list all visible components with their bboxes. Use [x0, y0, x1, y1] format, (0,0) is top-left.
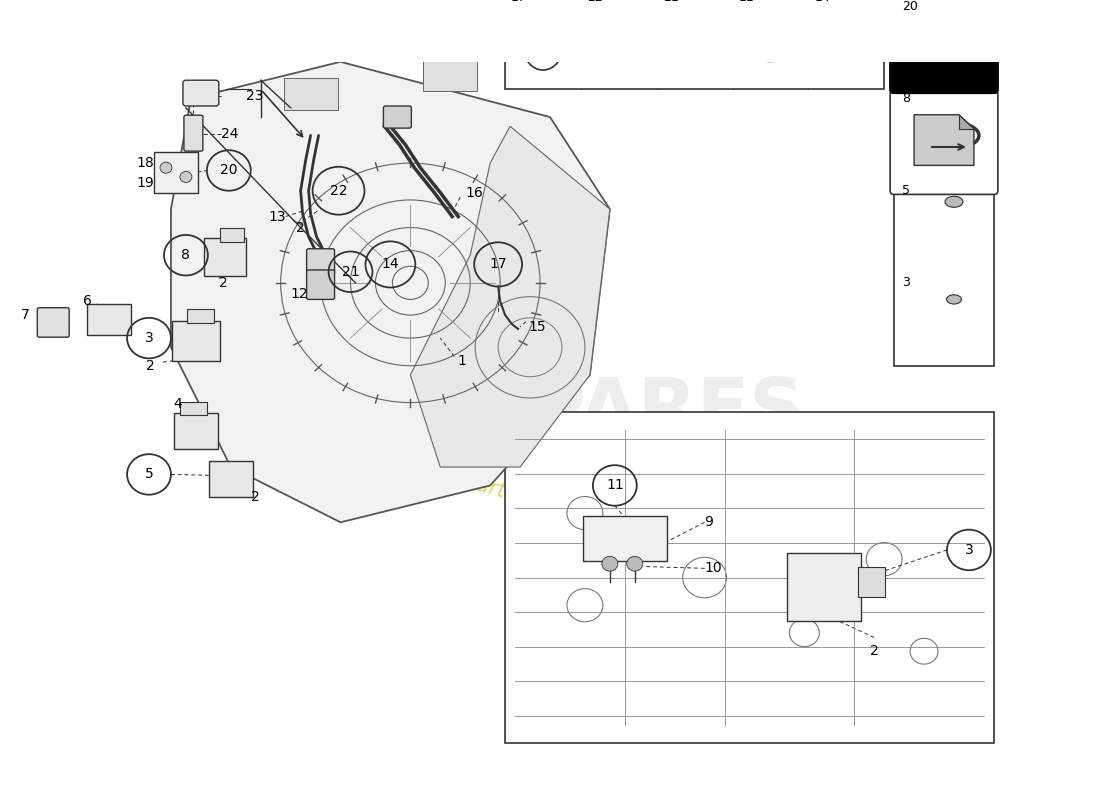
- Circle shape: [591, 18, 611, 37]
- Text: 300 02: 300 02: [912, 27, 976, 46]
- Bar: [505, 412, 994, 743]
- Circle shape: [670, 22, 688, 38]
- Text: a passion for parts since 1994: a passion for parts since 1994: [326, 435, 635, 536]
- Text: 13: 13: [268, 210, 286, 223]
- Polygon shape: [914, 114, 974, 166]
- Text: 17: 17: [490, 258, 507, 271]
- Text: 20: 20: [220, 163, 238, 178]
- FancyBboxPatch shape: [307, 249, 334, 274]
- FancyBboxPatch shape: [890, 0, 998, 93]
- FancyBboxPatch shape: [583, 516, 667, 561]
- Text: 11: 11: [606, 478, 624, 493]
- FancyBboxPatch shape: [307, 270, 334, 299]
- Text: 2: 2: [296, 221, 305, 234]
- FancyBboxPatch shape: [180, 402, 207, 415]
- Text: 9: 9: [705, 515, 714, 530]
- FancyBboxPatch shape: [384, 106, 411, 128]
- Circle shape: [627, 556, 642, 571]
- Text: 1: 1: [458, 354, 466, 368]
- FancyBboxPatch shape: [187, 309, 213, 323]
- FancyBboxPatch shape: [788, 553, 861, 621]
- Text: 3: 3: [144, 331, 153, 345]
- FancyBboxPatch shape: [424, 60, 477, 91]
- Text: 10: 10: [705, 562, 723, 575]
- Ellipse shape: [939, 18, 969, 32]
- FancyBboxPatch shape: [183, 80, 219, 106]
- Polygon shape: [959, 114, 974, 129]
- Text: 2: 2: [219, 276, 228, 290]
- Text: 23: 23: [245, 89, 263, 103]
- Ellipse shape: [946, 295, 961, 304]
- FancyBboxPatch shape: [220, 227, 244, 242]
- FancyBboxPatch shape: [890, 90, 998, 194]
- FancyBboxPatch shape: [87, 304, 131, 335]
- Text: 14: 14: [382, 258, 399, 271]
- FancyBboxPatch shape: [172, 321, 220, 361]
- Text: EUROSPARES: EUROSPARES: [236, 374, 804, 449]
- Text: 11: 11: [738, 0, 755, 4]
- Text: 3: 3: [965, 543, 974, 557]
- FancyBboxPatch shape: [37, 308, 69, 337]
- Circle shape: [602, 556, 618, 571]
- FancyBboxPatch shape: [174, 413, 218, 449]
- FancyBboxPatch shape: [204, 238, 245, 276]
- Text: 8: 8: [902, 92, 910, 105]
- Text: 21: 21: [342, 265, 360, 278]
- Text: 18: 18: [136, 156, 154, 170]
- Text: 20: 20: [902, 0, 918, 13]
- FancyBboxPatch shape: [154, 152, 198, 193]
- Text: 4: 4: [173, 398, 182, 411]
- FancyBboxPatch shape: [858, 567, 886, 597]
- Bar: [894, 0, 994, 366]
- Text: 5: 5: [144, 467, 153, 482]
- Text: 16: 16: [465, 186, 483, 199]
- Ellipse shape: [945, 196, 962, 207]
- Text: 14: 14: [814, 0, 830, 4]
- Circle shape: [160, 162, 172, 174]
- Text: 19: 19: [136, 176, 154, 190]
- Text: 7: 7: [21, 308, 30, 322]
- Text: 6: 6: [84, 294, 92, 308]
- Circle shape: [180, 171, 191, 182]
- Text: 22: 22: [330, 184, 348, 198]
- Text: 2: 2: [146, 358, 155, 373]
- FancyBboxPatch shape: [209, 461, 253, 497]
- Text: 2: 2: [251, 490, 260, 503]
- Polygon shape: [170, 62, 609, 522]
- Text: 17: 17: [512, 0, 527, 4]
- Text: 8: 8: [182, 248, 190, 262]
- Text: 3: 3: [902, 276, 910, 290]
- Text: 24: 24: [221, 126, 239, 141]
- Text: 15: 15: [528, 320, 546, 334]
- FancyBboxPatch shape: [284, 78, 338, 110]
- Text: 22: 22: [587, 0, 603, 4]
- Text: 12: 12: [290, 287, 308, 301]
- FancyBboxPatch shape: [184, 115, 202, 151]
- Polygon shape: [410, 126, 609, 467]
- Text: 2: 2: [870, 644, 879, 658]
- Bar: [505, 0, 884, 90]
- Text: 21: 21: [662, 0, 679, 4]
- Text: 5: 5: [902, 184, 910, 198]
